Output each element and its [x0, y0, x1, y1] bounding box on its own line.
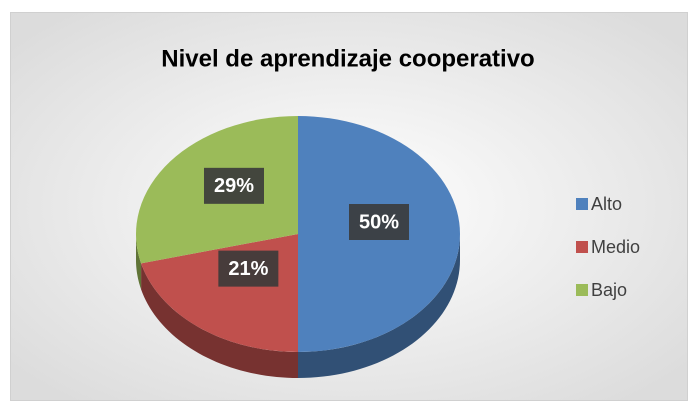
slice-side: [141, 263, 298, 378]
legend-label: Alto: [591, 194, 622, 214]
data-label: 21%: [228, 258, 268, 280]
legend-swatch: [576, 241, 588, 253]
legend-swatch: [576, 198, 588, 210]
legend-swatch: [576, 284, 588, 296]
data-label: 50%: [359, 211, 399, 233]
slice-side: [298, 234, 460, 378]
data-label-box: [218, 250, 279, 287]
slice-side: [136, 234, 142, 290]
data-label-box: [349, 204, 409, 240]
legend-label: Bajo: [591, 280, 627, 300]
legend-label: Medio: [591, 237, 640, 257]
chart-title: Nivel de aprendizaje cooperativo: [161, 45, 534, 72]
data-label: 29%: [214, 175, 254, 197]
data-label-box: [203, 167, 264, 204]
